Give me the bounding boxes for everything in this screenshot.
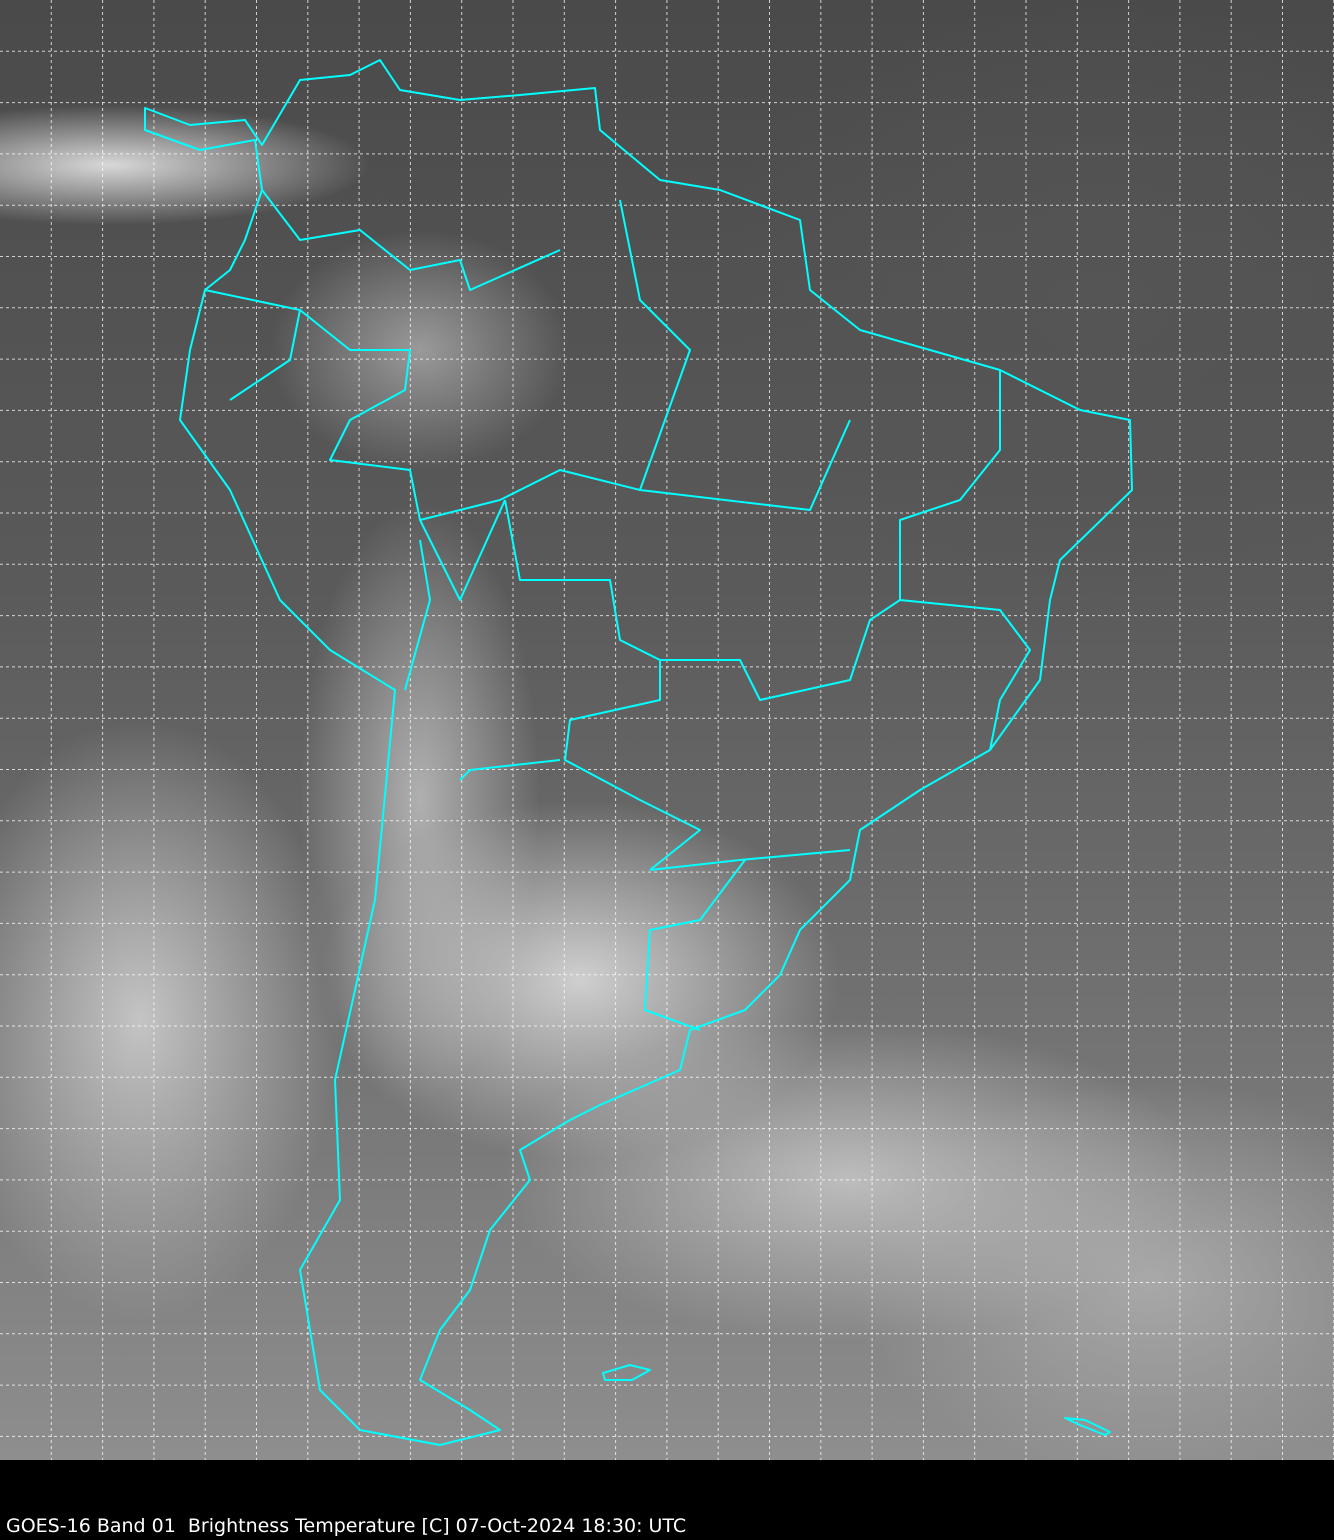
coastline-borders <box>144 59 1133 1446</box>
map-overlay <box>0 0 1334 1460</box>
satellite-imagery <box>0 0 1334 1460</box>
image-caption: GOES-16 Band 01 Brightness Temperature [… <box>6 1515 687 1537</box>
country-borders <box>204 189 1031 1031</box>
lat-lon-grid <box>0 0 1334 1460</box>
south-america-coastline <box>144 59 1133 1446</box>
falkland-islands <box>602 1364 651 1381</box>
south-georgia-island <box>1064 1417 1111 1436</box>
